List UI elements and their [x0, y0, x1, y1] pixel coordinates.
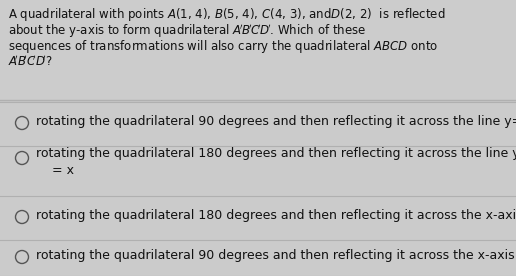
Bar: [0, 196, 516, 240]
Bar: [0, 146, 516, 196]
Text: = x: = x: [53, 163, 74, 176]
Text: rotating the quadrilateral 180 degrees and then reflecting it across the line y: rotating the quadrilateral 180 degrees a…: [37, 147, 516, 161]
Text: rotating the quadrilateral 90 degrees and then reflecting it across the line y=x: rotating the quadrilateral 90 degrees an…: [37, 115, 516, 129]
Bar: [0, 102, 516, 146]
Text: A quadrilateral with points $\mathit{A}$(1, 4), $\mathit{B}$(5, 4), $\mathit{C}$: A quadrilateral with points $\mathit{A}$…: [8, 6, 445, 23]
Text: about the y-axis to form quadrilateral $\mathit{A\!'B\!'C\!'D\!'}$. Which of the: about the y-axis to form quadrilateral $…: [8, 22, 366, 39]
Bar: [0, 240, 516, 276]
Text: $\mathit{A\!'B\!'C\!'D\!'}$?: $\mathit{A\!'B\!'C\!'D\!'}$?: [8, 54, 53, 68]
Bar: [0, 0, 516, 100]
Text: rotating the quadrilateral 180 degrees and then reflecting it across the x-axis: rotating the quadrilateral 180 degrees a…: [37, 209, 516, 222]
Text: rotating the quadrilateral 90 degrees and then reflecting it across the x-axis: rotating the quadrilateral 90 degrees an…: [37, 250, 515, 262]
Text: sequences of transformations will also carry the quadrilateral $\mathit{ABCD}$ o: sequences of transformations will also c…: [8, 38, 439, 55]
